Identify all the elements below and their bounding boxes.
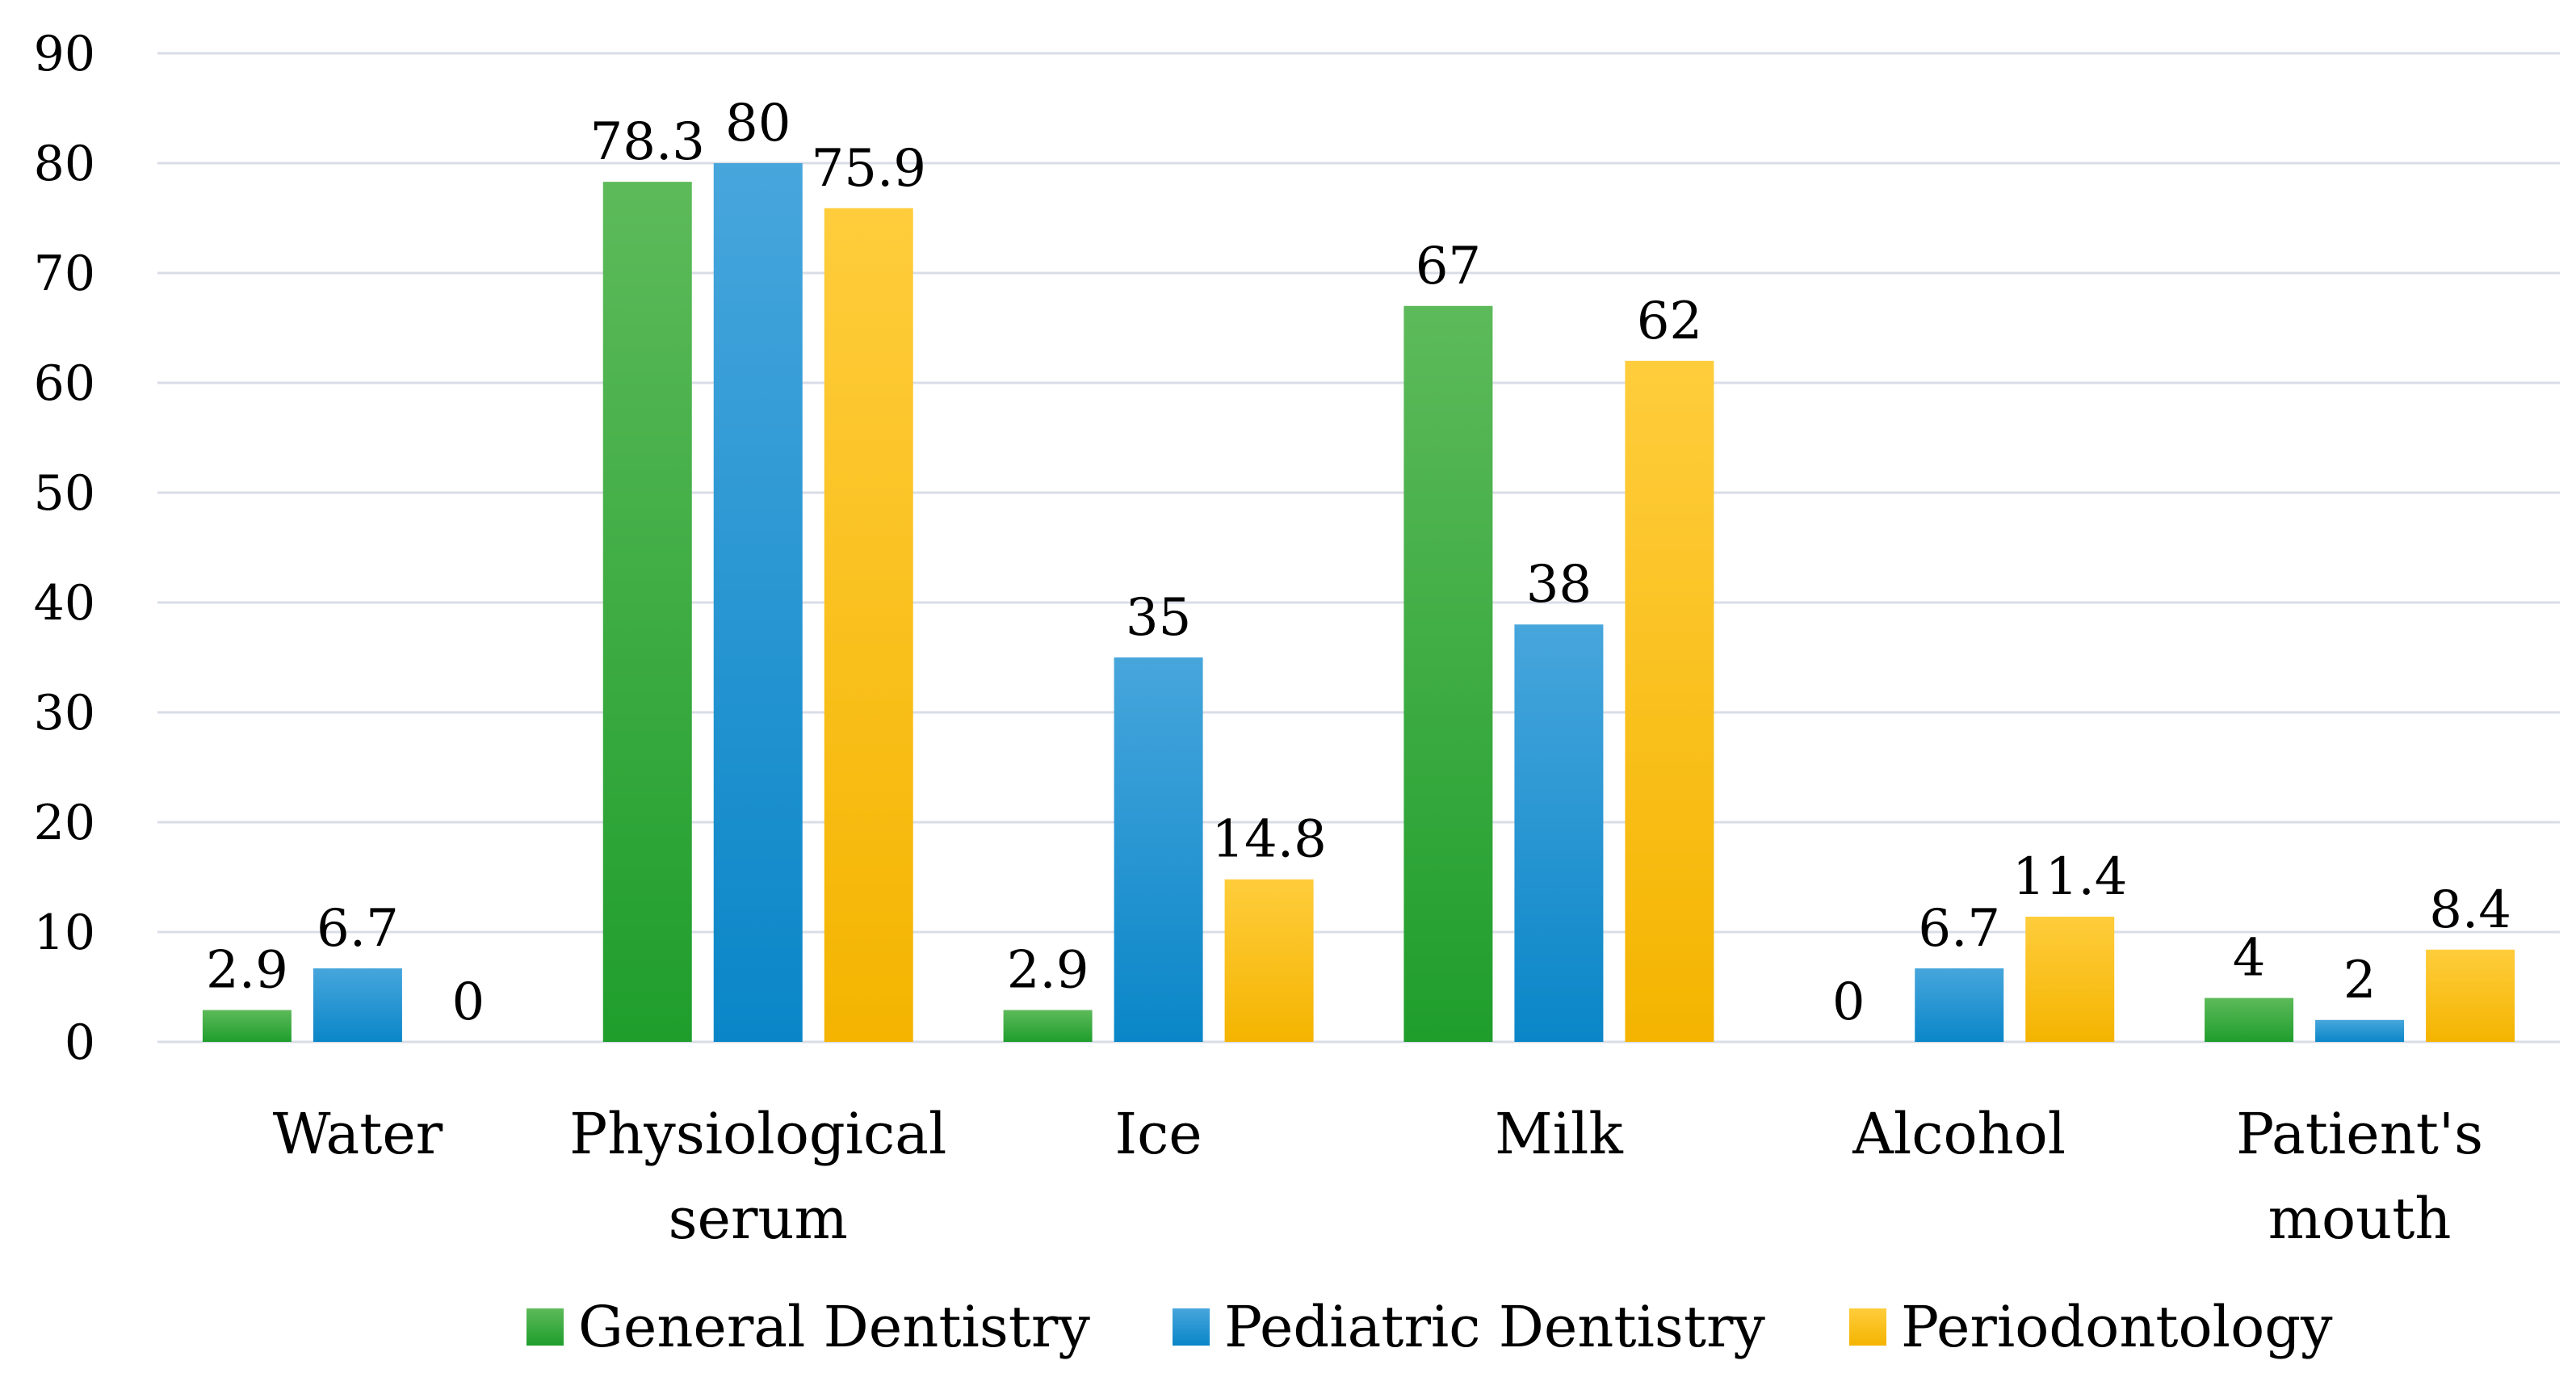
- gridlines: [157, 52, 2560, 1044]
- x-category-label: Patient's: [2236, 1101, 2483, 1167]
- bar-general-dentistry[interactable]: [202, 1010, 292, 1042]
- legend-swatch: [1849, 1308, 1886, 1346]
- x-category-label: Milk: [1495, 1101, 1623, 1167]
- bar-periodontology[interactable]: [2025, 916, 2115, 1042]
- y-tick-label: 20: [34, 795, 95, 851]
- data-label: 6.7: [317, 899, 399, 959]
- bar-periodontology[interactable]: [2426, 949, 2515, 1042]
- y-tick-label: 90: [34, 26, 95, 82]
- bar-periodontology[interactable]: [824, 208, 913, 1042]
- data-label: 78.3: [590, 112, 706, 172]
- legend-label: General Dentistry: [578, 1294, 1090, 1360]
- data-label: 2: [2343, 951, 2377, 1010]
- data-label: 8.4: [2429, 880, 2511, 940]
- bar-general-dentistry[interactable]: [1403, 305, 1493, 1042]
- legend-label: Pediatric Dentistry: [1224, 1294, 1765, 1360]
- data-label: 2.9: [1007, 941, 1089, 1001]
- x-category-label: mouth: [2268, 1186, 2452, 1252]
- data-label: 80: [725, 94, 791, 153]
- bar-pediatric-dentistry[interactable]: [1915, 968, 2004, 1042]
- data-label: 11.4: [2012, 847, 2128, 907]
- bar-pediatric-dentistry[interactable]: [713, 163, 803, 1042]
- bar-periodontology[interactable]: [1224, 879, 1314, 1042]
- bar-general-dentistry[interactable]: [1003, 1010, 1093, 1042]
- legend[interactable]: General Dentistry Pediatric Dentistry Peri…: [527, 1294, 2333, 1360]
- y-tick-label: 80: [34, 136, 95, 192]
- bar-general-dentistry[interactable]: [602, 182, 692, 1042]
- y-tick-label: 0: [65, 1014, 95, 1071]
- legend-swatch: [1173, 1308, 1210, 1346]
- data-label: 0: [452, 972, 485, 1032]
- x-axis-categories: Water Physiological serum Ice Milk Alcohol Pat…: [273, 1101, 2483, 1252]
- y-tick-label: 30: [34, 685, 95, 741]
- legend-label: Periodontology: [1901, 1294, 2333, 1360]
- data-label: 6.7: [1918, 899, 2000, 959]
- x-category-label: Physiological: [569, 1101, 946, 1167]
- data-label: 62: [1637, 292, 1702, 351]
- data-label: 0: [1832, 972, 1865, 1032]
- bar-general-dentistry[interactable]: [2205, 997, 2294, 1042]
- bar-pediatric-dentistry[interactable]: [313, 968, 402, 1042]
- x-category-label: Alcohol: [1852, 1101, 2066, 1167]
- y-tick-label: 10: [34, 905, 95, 961]
- bar-pediatric-dentistry[interactable]: [1114, 657, 1203, 1042]
- data-labels: 2.9 78.3 2.9 67 0 4 6.7 80 35 38 6.7 2 0 75.9 14.8 62 11…: [206, 94, 2511, 1032]
- x-category-label: serum: [669, 1186, 848, 1252]
- y-tick-label: 50: [34, 465, 95, 522]
- data-label: 2.9: [206, 941, 288, 1001]
- data-label: 67: [1416, 237, 1481, 296]
- y-axis-ticks: 0 10 20 30 40 50 60 70 80 90: [34, 26, 95, 1071]
- data-label: 75.9: [812, 139, 927, 199]
- bars: [202, 163, 2515, 1042]
- y-tick-label: 40: [34, 575, 95, 632]
- bar-pediatric-dentistry[interactable]: [2315, 1019, 2405, 1042]
- x-category-label: Ice: [1114, 1101, 1202, 1167]
- y-tick-label: 60: [34, 355, 95, 412]
- data-label: 35: [1126, 588, 1191, 648]
- bar-pediatric-dentistry[interactable]: [1514, 624, 1604, 1042]
- data-label: 38: [1526, 555, 1592, 615]
- data-label: 14.8: [1211, 810, 1327, 870]
- y-tick-label: 70: [34, 246, 95, 302]
- bar-periodontology[interactable]: [1625, 360, 1714, 1042]
- legend-swatch: [527, 1308, 564, 1346]
- x-category-label: Water: [273, 1101, 443, 1167]
- data-label: 4: [2233, 929, 2266, 989]
